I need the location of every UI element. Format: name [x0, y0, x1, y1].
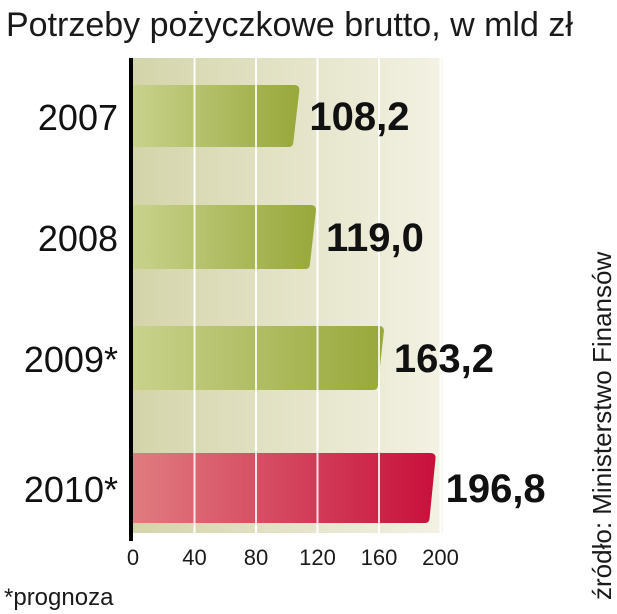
value-label: 119,0: [326, 216, 424, 260]
value-label: 196,8: [446, 467, 546, 511]
x-tick-label: 120: [299, 545, 336, 570]
value-labels: 108,2 119,0 163,2 196,8: [309, 95, 545, 511]
bar-2008: [133, 205, 316, 269]
category-label: 2009*: [24, 339, 118, 380]
x-tick-label: 0: [127, 545, 139, 570]
chart-title: Potrzeby pożyczkowe brutto, w mld zł: [6, 6, 573, 44]
bar-2007: [133, 85, 300, 147]
bars: [133, 85, 436, 523]
category-label: 2008: [38, 218, 118, 259]
category-label: 2007: [38, 97, 118, 138]
value-label: 108,2: [309, 95, 409, 139]
value-label: 163,2: [394, 337, 494, 381]
x-tick-label: 200: [422, 545, 459, 570]
source-note: źródło: Ministerstwo Finansów: [587, 252, 617, 600]
bar-2010-forecast: [133, 453, 436, 523]
footnote: *prognoza: [4, 584, 114, 611]
x-axis-tick-labels: 0 40 80 120 160 200: [127, 545, 459, 570]
x-tick-label: 160: [361, 545, 398, 570]
bar-2009-forecast: [133, 326, 384, 390]
x-tick-label: 40: [182, 545, 206, 570]
category-labels: 2007 2008 2009* 2010*: [24, 97, 118, 510]
x-tick-label: 80: [244, 545, 268, 570]
category-label: 2010*: [24, 469, 118, 510]
